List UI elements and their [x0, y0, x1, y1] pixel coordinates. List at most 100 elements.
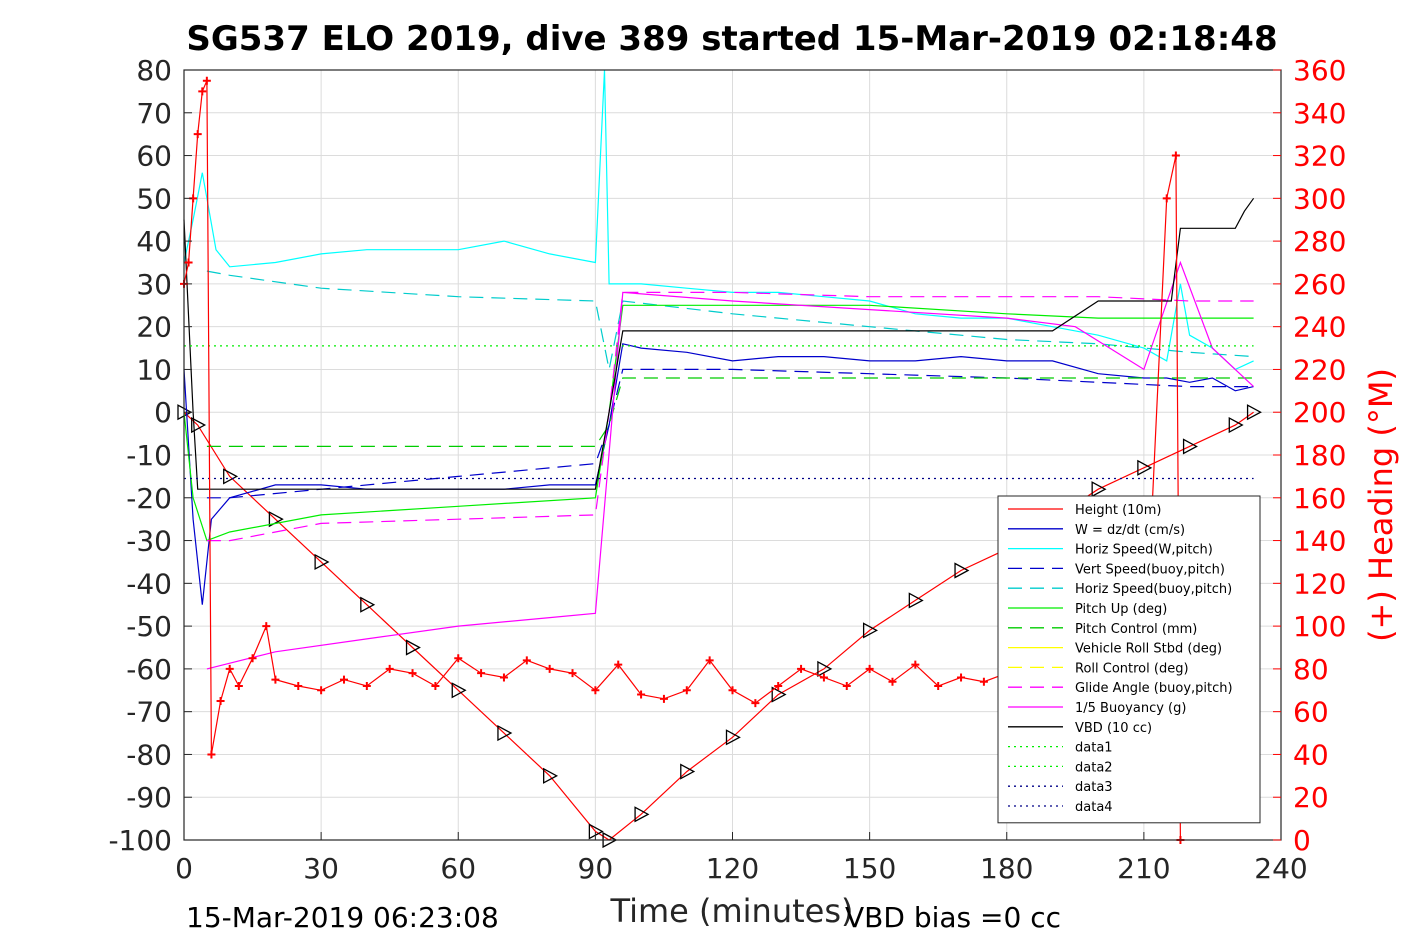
height-marker — [268, 511, 284, 528]
heading-point — [431, 682, 440, 690]
y-tick-label-right: 320 — [1293, 140, 1346, 173]
footer-timestamp: 15-Mar-2019 06:23:08 — [186, 901, 499, 934]
height-marker — [497, 724, 513, 742]
y-tick-label-right: 220 — [1293, 353, 1346, 386]
y-tick-label-right: 240 — [1293, 311, 1346, 344]
legend-label: data1 — [1075, 741, 1113, 756]
axis-ticks: 0 30 60 90 120 150 180 210 24080706050403020100-… — [108, 54, 1346, 885]
height-marker — [771, 686, 787, 703]
legend-label: 1/5 Buoyancy (g) — [1075, 701, 1186, 716]
height-marker — [954, 562, 970, 579]
series-line-horiz-speed-w-pitch — [183, 69, 1254, 371]
x-tick-label: 0 — [175, 852, 193, 885]
series-line-glide-angle-buoy-pitch — [206, 291, 1254, 542]
height-marker — [634, 806, 650, 823]
heading-point — [216, 696, 225, 705]
heading-point — [819, 673, 828, 682]
height-marker — [360, 596, 376, 613]
y-tick-label-left: 40 — [136, 225, 172, 258]
legend-label: data4 — [1075, 800, 1113, 815]
height-marker — [1182, 438, 1198, 455]
heading-point — [193, 130, 202, 139]
y-tick-label-left: 50 — [136, 182, 172, 215]
heading-point — [591, 686, 600, 695]
heading-point — [499, 673, 508, 682]
legend-label: Vehicle Roll Stbd (deg) — [1075, 642, 1222, 657]
y-tick-label-left: 80 — [136, 54, 172, 87]
legend-label: W = dz/dt (cm/s) — [1075, 523, 1185, 538]
height-marker — [1137, 459, 1153, 476]
y-tick-label-right: 300 — [1293, 182, 1346, 215]
heading-point — [1162, 194, 1171, 203]
heading-point — [957, 673, 966, 682]
height-marker — [314, 553, 330, 571]
y-tick-label-right: 200 — [1293, 396, 1346, 429]
y-tick-label-left: -80 — [126, 738, 172, 771]
height-marker — [862, 622, 878, 639]
x-axis-label: Time (minutes) — [610, 892, 854, 930]
heading-point — [248, 654, 257, 663]
heading-point — [225, 664, 234, 673]
heading-point — [198, 87, 207, 96]
y-tick-label-left: 10 — [136, 353, 172, 386]
heading-point — [659, 694, 668, 703]
heading-point — [234, 682, 243, 690]
heading-point — [728, 686, 737, 695]
x-tick-label: 240 — [1254, 852, 1307, 885]
x-tick-label: 120 — [706, 852, 759, 885]
legend: Height (10m) W = dz/dt (cm/s) Horiz Speed(… — [997, 495, 1261, 824]
legend-label: Roll Control (deg) — [1075, 661, 1189, 676]
heading-point — [911, 660, 920, 669]
legend-label: Pitch Control (mm) — [1075, 622, 1197, 637]
heading-point — [545, 664, 554, 673]
heading-point — [262, 622, 271, 631]
y-tick-label-left: 70 — [136, 97, 172, 130]
heading-point — [339, 675, 348, 684]
y-tick-label-right: 360 — [1293, 54, 1346, 87]
y-tick-label-right: 80 — [1293, 653, 1329, 686]
legend-label: VBD (10 cc) — [1075, 721, 1152, 736]
heading-point — [317, 686, 326, 695]
heading-point — [1171, 151, 1180, 160]
series-line-1-5-buoyancy-g — [206, 260, 1255, 670]
y-tick-label-right: 260 — [1293, 268, 1346, 301]
heading-point — [774, 682, 783, 690]
legend-box — [997, 495, 1261, 824]
heading-point — [842, 682, 851, 690]
height-marker — [543, 767, 559, 784]
heading-point — [184, 258, 193, 267]
x-tick-label: 180 — [980, 852, 1033, 885]
y-tick-label-right: 160 — [1293, 482, 1346, 515]
heading-point — [797, 664, 806, 673]
series-layer — [177, 69, 1262, 849]
heading-point — [385, 664, 394, 673]
x-tick-label: 30 — [303, 852, 339, 885]
heading-point — [568, 669, 577, 678]
heading-point — [477, 669, 486, 678]
height-marker — [725, 729, 741, 746]
y-tick-label-right: 140 — [1293, 525, 1346, 558]
height-marker — [1091, 481, 1107, 498]
y-tick-label-left: 30 — [136, 268, 172, 301]
height-marker — [191, 416, 207, 434]
height-marker — [405, 639, 421, 656]
y-tick-label-left: 20 — [136, 311, 172, 344]
y-tick-label-right: 340 — [1293, 97, 1346, 130]
y-tick-label-right: 60 — [1293, 696, 1329, 729]
heading-point — [682, 686, 691, 695]
series-line-horiz-speed-buoy-pitch — [206, 270, 1254, 370]
y-tick-label-left: -40 — [126, 567, 172, 600]
heading-point — [522, 656, 531, 665]
heading-point — [751, 699, 760, 708]
heading-point — [865, 664, 874, 673]
heading-point — [408, 669, 417, 678]
right-axis-label: (+) Heading (°M) — [1362, 368, 1400, 642]
y-tick-label-left: -10 — [126, 439, 172, 472]
heading-point — [207, 750, 216, 759]
y-tick-label-left: -90 — [126, 781, 172, 814]
footer-vbd-bias: VBD bias =0 cc — [845, 901, 1061, 934]
y-tick-label-left: 0 — [154, 396, 172, 429]
y-tick-label-left: -30 — [126, 525, 172, 558]
y-tick-label-right: 180 — [1293, 439, 1346, 472]
